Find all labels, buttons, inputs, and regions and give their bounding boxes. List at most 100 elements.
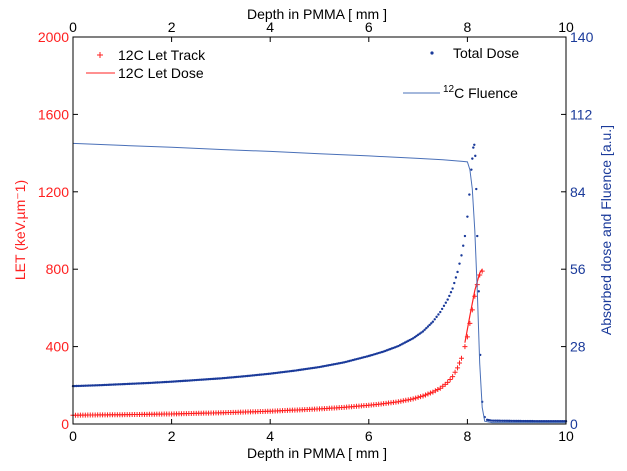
total-dose-point: [506, 419, 510, 423]
total-dose-point: [143, 381, 147, 385]
total-dose-point: [223, 376, 226, 380]
x-tick-label-top: 8: [464, 19, 472, 35]
total-dose-point: [466, 215, 469, 218]
total-dose-point: [300, 368, 304, 371]
total-dose-point: [520, 419, 524, 423]
total-dose-point: [508, 419, 511, 423]
total-dose-point: [519, 419, 522, 423]
total-dose-point: [140, 382, 143, 385]
total-dose-point: [561, 420, 564, 423]
x-tick-label-top: 2: [168, 19, 176, 35]
total-dose-point: [179, 379, 182, 383]
total-dose-point: [547, 420, 550, 423]
total-dose-point: [112, 383, 115, 386]
total-dose-point: [446, 298, 449, 301]
total-dose-point: [165, 380, 168, 384]
total-dose-point: [175, 380, 179, 383]
x-axis-title-bottom: Depth in PMMA [ mm ]: [247, 445, 387, 461]
total-dose-point: [110, 383, 113, 386]
total-dose-point: [114, 383, 117, 386]
total-dose-point: [423, 328, 426, 331]
x-tick-label-top: 0: [69, 19, 77, 35]
y-tick-label-left: 1600: [38, 106, 69, 122]
total-dose-point: [302, 368, 305, 371]
legend-label: 12C Let Track: [118, 47, 206, 63]
total-dose-point: [80, 384, 84, 388]
total-dose-point: [559, 420, 562, 423]
total-dose-point: [290, 369, 293, 373]
total-dose-point: [529, 419, 532, 423]
total-dose-point: [541, 420, 545, 423]
total-dose-point: [73, 384, 76, 388]
total-dose-point: [180, 379, 184, 383]
total-dose-point: [170, 380, 173, 383]
y-tick-label-right: 140: [570, 29, 594, 45]
x-tick-label-bottom: 8: [464, 428, 472, 444]
total-dose-point: [442, 304, 446, 308]
total-dose-point: [136, 382, 140, 385]
total-dose-point: [124, 382, 128, 386]
total-dose-point: [258, 373, 261, 376]
total-dose-point: [233, 375, 237, 379]
total-dose-point: [239, 375, 242, 378]
total-dose-point: [548, 420, 552, 423]
total-dose-point: [263, 373, 267, 376]
legend-label: 12C Fluence: [443, 84, 518, 101]
total-dose-point: [439, 310, 442, 314]
total-dose-point: [550, 420, 554, 423]
total-dose-point: [267, 372, 270, 376]
total-dose-point: [426, 325, 430, 328]
total-dose-point: [421, 330, 425, 333]
total-dose-point: [177, 380, 180, 383]
y-tick-label-right: 28: [570, 339, 586, 355]
total-dose-point: [449, 291, 453, 294]
total-dose-point: [286, 370, 290, 373]
total-dose-point: [149, 381, 152, 385]
total-dose-point: [431, 320, 435, 323]
total-dose-point: [555, 420, 559, 423]
series-layer: [70, 142, 568, 424]
legend-item-12c-let-dose: 12C Let Dose: [86, 65, 204, 81]
total-dose-point: [433, 318, 436, 321]
total-dose-point: [145, 381, 149, 385]
series-12c-let-track: [70, 268, 485, 418]
y-tick-label-right: 56: [570, 261, 586, 277]
total-dose-point: [135, 382, 138, 385]
total-dose-point: [138, 382, 142, 385]
total-dose-point: [159, 381, 163, 384]
total-dose-point: [221, 377, 224, 380]
y-tick-label-left: 1200: [38, 184, 69, 200]
total-dose-point: [166, 380, 170, 384]
total-dose-point: [142, 382, 145, 385]
12c-let-track-point: [425, 391, 431, 397]
total-dose-point: [235, 375, 238, 379]
total-dose-point: [210, 377, 214, 381]
total-dose-point: [430, 322, 433, 325]
total-dose-point: [200, 378, 203, 381]
total-dose-point: [501, 419, 504, 423]
total-dose-point: [309, 367, 312, 370]
y-tick-label-left: 800: [46, 261, 70, 277]
y-tick-label-left: 400: [46, 339, 70, 355]
total-dose-point: [133, 382, 136, 385]
total-dose-point: [261, 373, 265, 376]
total-dose-point: [122, 382, 126, 386]
legend-item-12c-let-track: 12C Let Track: [97, 47, 206, 63]
total-dose-point: [304, 367, 307, 371]
total-dose-point: [103, 383, 106, 387]
total-dose-point: [531, 419, 534, 423]
total-dose-point: [437, 313, 440, 316]
legend-label-rest: C Fluence: [454, 85, 518, 101]
total-dose-point: [98, 384, 101, 387]
total-dose-point: [230, 376, 233, 379]
y-tick-label-right: 84: [570, 184, 586, 200]
x-tick-label-top: 6: [365, 19, 373, 35]
total-dose-point: [75, 384, 78, 388]
total-dose-point: [77, 384, 80, 388]
total-dose-point: [228, 376, 231, 379]
total-dose-point: [552, 420, 555, 423]
total-dose-point: [156, 381, 159, 384]
x-tick-label-bottom: 0: [69, 428, 77, 444]
total-dose-point: [458, 262, 461, 265]
